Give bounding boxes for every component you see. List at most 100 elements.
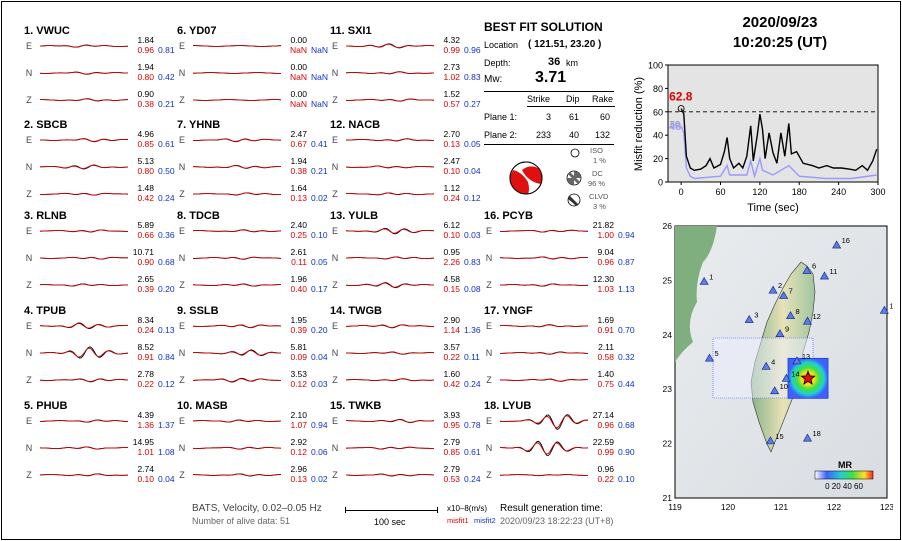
plane2-dip: 40	[568, 130, 579, 140]
amplitude-value: 2.79	[443, 437, 460, 447]
plane1-strike: 3	[545, 112, 551, 122]
station-title: 2. SBCB	[24, 119, 68, 131]
event-time: 10:20:25 (UT)	[732, 34, 828, 51]
synthetic-waveform	[40, 71, 128, 75]
waveform-trace	[193, 324, 281, 329]
component-label: Z	[332, 280, 338, 290]
lat-tick-label: 24	[663, 330, 673, 340]
station-number-label: 6	[812, 262, 816, 271]
component-label: N	[331, 348, 339, 358]
y-tick-label: 60	[653, 107, 663, 117]
misfit2-value: 0.04	[464, 166, 481, 176]
misfit1-value: 0.22	[137, 379, 154, 389]
misfit2-value: 0.24	[464, 379, 481, 389]
synthetic-waveform	[193, 324, 281, 328]
waveform-trace	[346, 98, 434, 102]
y-axis-label: Misfit reduction (%)	[633, 77, 645, 171]
misfit2-value: 1.08	[158, 447, 175, 457]
amplitude-value: 1.94	[290, 156, 307, 166]
synthetic-waveform	[346, 98, 434, 102]
misfit2-value: 0.11	[464, 352, 480, 362]
amplitude-value: 0.95	[443, 247, 460, 257]
lon-tick-label: 120	[721, 502, 735, 512]
misfit1-value: 1.14	[443, 325, 460, 335]
misfit2-value: 0.13	[158, 325, 175, 335]
station-triangle-icon	[775, 329, 785, 338]
amplitude-value: 27.14	[592, 410, 614, 420]
synthetic-waveform	[40, 98, 128, 102]
component-label: Z	[26, 470, 32, 480]
misfit1-value: 1.36	[137, 420, 154, 430]
station-title: 4. TPUB	[24, 305, 67, 317]
waveform-trace	[346, 418, 434, 424]
component-label: E	[25, 416, 32, 426]
misfit1-value: 0.85	[443, 447, 460, 457]
component-label: Z	[332, 470, 338, 480]
component-label: Z	[332, 375, 338, 385]
station-title: 12. NACB	[330, 119, 381, 131]
waveform-trace	[40, 322, 128, 330]
misfit2-value: 0.04	[311, 352, 328, 362]
waveform-trace	[346, 324, 434, 329]
station-triangle-icon	[786, 311, 796, 320]
amplitude-value: 2.10	[290, 410, 307, 420]
misfit2-value: 0.12	[158, 379, 175, 389]
misfit1-value: 0.40	[290, 284, 307, 294]
station-triangle-icon	[802, 433, 813, 442]
waveform-trace	[193, 192, 281, 196]
waveform-trace	[193, 164, 281, 169]
synthetic-waveform	[193, 473, 281, 477]
y-tick-label: 40	[653, 131, 663, 141]
misfit1-value: 0.99	[597, 447, 614, 457]
misfit-plot-area	[667, 64, 879, 183]
misfit1-value: 0.10	[137, 474, 154, 484]
misfit1-value: 0.10	[443, 230, 460, 240]
amplitude-value: 2.90	[443, 315, 460, 325]
misfit2-value: 0.20	[311, 325, 328, 335]
misfit2-value: 0.24	[464, 474, 481, 484]
waveform-trace	[193, 45, 281, 47]
misfit2-value: 0.68	[158, 257, 175, 267]
amplitude-value: 1.64	[290, 183, 307, 193]
component-label: E	[178, 226, 185, 236]
misfit1-value: NaN	[289, 99, 307, 109]
misfit1-value: 0.10	[443, 166, 460, 176]
station-number-label: 4	[771, 357, 775, 366]
waveform-trace	[500, 283, 588, 287]
plane2-rake: 132	[594, 130, 610, 140]
misfit2-value: 0.42	[158, 72, 175, 82]
station-number-label: 8	[796, 307, 800, 316]
misfit1-value: 0.91	[597, 325, 614, 335]
synthetic-waveform	[500, 415, 588, 429]
header-rake: Rake	[592, 94, 614, 104]
lon-tick-label: 119	[668, 502, 682, 512]
waveform-trace	[346, 378, 434, 382]
synthetic-waveform	[346, 324, 434, 329]
amplitude-value: 3.57	[443, 342, 460, 352]
amplitude-value: 5.13	[137, 156, 154, 166]
amplitude-value: 2.79	[443, 464, 460, 474]
series-lower-line	[680, 125, 877, 180]
synthetic-waveform	[193, 350, 281, 356]
lat-tick-label: 25	[663, 275, 673, 285]
component-label: N	[25, 253, 33, 263]
misfit1-value: 1.03	[597, 284, 614, 294]
amplitude-value: 1.60	[443, 369, 460, 379]
synthetic-waveform	[40, 378, 128, 382]
component-label: E	[485, 226, 492, 236]
amplitude-value: 1.94	[137, 62, 154, 72]
misfit1-value: 1.02	[443, 72, 460, 82]
synthetic-waveform	[40, 446, 128, 450]
amplitude-value: 21.82	[592, 220, 614, 230]
station-title: 10. MASB	[177, 400, 228, 412]
location-value: ( 121.51, 23.20 )	[528, 39, 602, 50]
units-label: x10–8(m/s)	[447, 504, 488, 513]
station-title: 15. TWKB	[330, 400, 382, 412]
waveform-trace	[40, 164, 128, 170]
time-scale-label: 100 sec	[374, 517, 406, 527]
amplitude-value: 1.40	[597, 369, 614, 379]
station-triangle-icon	[761, 361, 771, 370]
synthetic-waveform	[346, 165, 434, 169]
amplitude-value: 1.96	[290, 274, 307, 284]
station-number-label: 17	[889, 301, 893, 310]
